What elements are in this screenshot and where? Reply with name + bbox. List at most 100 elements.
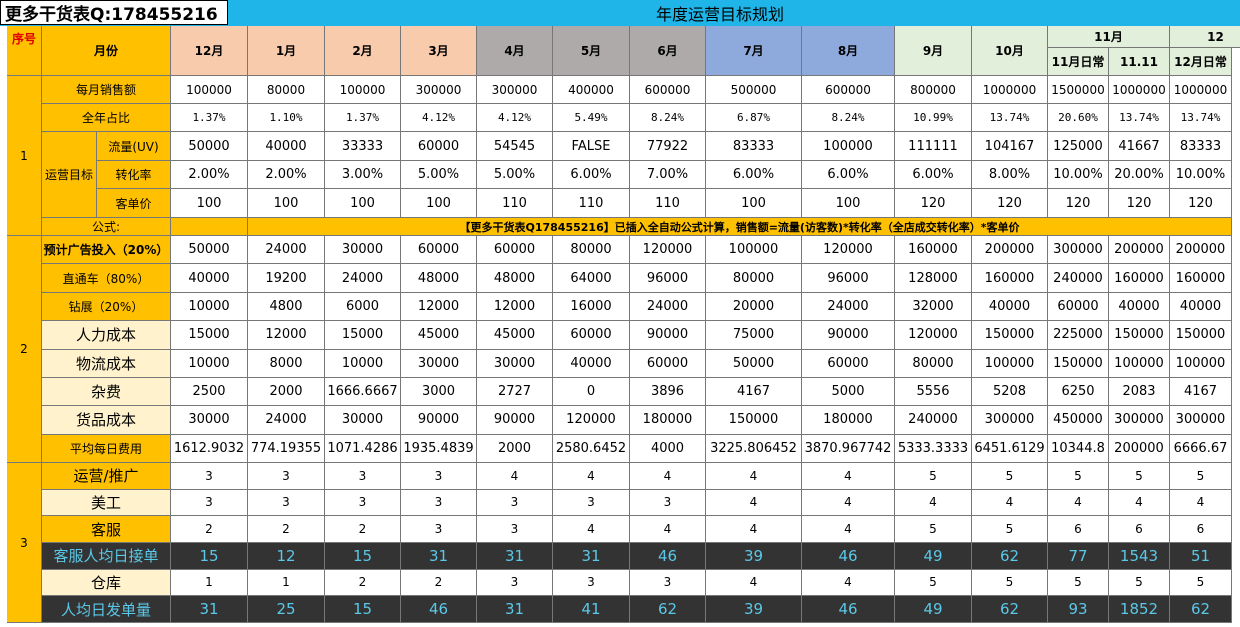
value-cell: 6.00% [895,161,972,189]
value-cell: 6 [1109,516,1170,543]
value-cell: 3 [401,489,477,517]
value-cell: 4 [802,516,895,543]
value-cell: 160000 [895,236,972,265]
value-cell: 10344.8 [1048,434,1109,463]
value-cell: 3 [477,569,553,597]
value-cell: 5556 [895,377,972,407]
value-cell: 64000 [553,264,630,293]
value-cell: 96000 [630,264,706,293]
value-cell: 1666.6667 [325,377,401,407]
value-cell: 31 [553,543,630,570]
value-cell: 10.00% [1048,161,1109,189]
value-cell: 120 [1048,189,1109,218]
value-cell: 62 [630,596,706,623]
value-cell: 50000 [171,132,248,161]
value-cell: 6.87% [706,104,802,132]
value-cell: 300000 [401,76,477,104]
header-month-cell: 6月 [630,26,706,76]
value-cell: 31 [477,596,553,623]
sheet-title: 年度运营目标规划 [655,5,784,24]
value-cell: 1 [248,569,325,597]
row-label: 预计广告投入（20%） [42,236,171,265]
row-label: 每月销售额 [42,76,171,104]
value-cell: 100000 [171,76,248,104]
value-cell: 2083 [1109,377,1170,407]
value-cell: 60000 [477,236,553,265]
header-month-cell: 7月 [706,26,802,76]
value-cell: 90000 [401,406,477,435]
value-cell: 30000 [171,406,248,435]
header-seq: 序号 [7,26,42,76]
value-cell: 5 [1109,463,1170,490]
value-cell: 39 [706,596,802,623]
value-cell: 1500000 [1048,76,1109,104]
value-cell: 50000 [706,349,802,378]
value-cell: 5.49% [553,104,630,132]
value-cell: 100 [706,189,802,218]
badge: 更多干货表Q:178455216 [0,0,228,25]
row-label: 运营/推广 [42,463,171,490]
value-cell: 6666.67 [1170,434,1232,463]
value-cell: 2500 [171,377,248,407]
value-cell: 60000 [401,236,477,265]
value-cell: 15 [325,596,401,623]
seq-cell: 2 [7,236,42,463]
value-cell: 150000 [1048,349,1109,378]
value-cell: 1852 [1109,596,1170,623]
value-cell: 60000 [553,321,630,350]
value-cell: 4 [802,463,895,490]
header-dec-sub: 12月日常 [1170,48,1232,76]
value-cell: 300000 [1170,406,1232,435]
row-label: 人均日发单量 [42,596,171,623]
value-cell: 51 [1170,543,1232,570]
value-cell: 5 [972,569,1048,597]
value-cell: 180000 [630,406,706,435]
value-cell: 3870.967742 [802,434,895,463]
value-cell: 77 [1048,543,1109,570]
value-cell: 120000 [630,236,706,265]
value-cell: 30000 [325,406,401,435]
value-cell: 1.37% [325,104,401,132]
value-cell: 24000 [325,264,401,293]
value-cell: 25 [248,596,325,623]
value-cell: 4 [972,489,1048,517]
value-cell: 120000 [553,406,630,435]
value-cell: 10.00% [1170,161,1232,189]
value-cell: 33333 [325,132,401,161]
value-cell: 12000 [477,292,553,322]
value-cell: 20.60% [1048,104,1109,132]
value-cell: 4 [706,463,802,490]
formula-text: 【更多干货表Q178455216】已插入全自动公式计算，销售额=流量(访客数)*… [248,218,1232,236]
value-cell: 80000 [248,76,325,104]
value-cell: 40000 [553,349,630,378]
value-cell: 41 [553,596,630,623]
value-cell: FALSE [553,132,630,161]
value-cell: 24000 [802,292,895,322]
value-cell: 6.00% [802,161,895,189]
value-cell: 93 [1048,596,1109,623]
value-cell: 3 [477,516,553,543]
value-cell: 120 [1109,189,1170,218]
value-cell: 31 [477,543,553,570]
value-cell: 46 [802,596,895,623]
value-cell: 4.12% [401,104,477,132]
value-cell: 1935.4839 [401,434,477,463]
value-cell: 54545 [477,132,553,161]
value-cell: 3 [401,516,477,543]
value-cell: 150000 [972,321,1048,350]
value-cell: 6250 [1048,377,1109,407]
value-cell: 400000 [553,76,630,104]
value-cell: 225000 [1048,321,1109,350]
value-cell: 20.00% [1109,161,1170,189]
value-cell: 80000 [895,349,972,378]
row-label: 客服人均日接单 [42,543,171,570]
value-cell: 16000 [553,292,630,322]
value-cell: 5 [1048,463,1109,490]
value-cell: 160000 [972,264,1048,293]
value-cell: 90000 [802,321,895,350]
value-cell: 240000 [1048,264,1109,293]
value-cell: 4800 [248,292,325,322]
value-cell: 4 [802,489,895,517]
value-cell: 5.00% [401,161,477,189]
value-cell: 3 [248,463,325,490]
